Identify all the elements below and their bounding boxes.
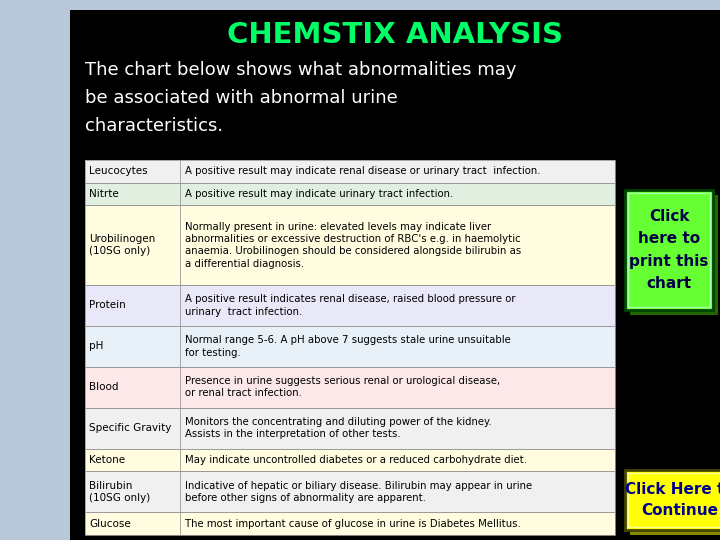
Text: A positive result may indicate urinary tract infection.: A positive result may indicate urinary t… (185, 189, 454, 199)
Text: Glucose: Glucose (89, 518, 131, 529)
Text: characteristics.: characteristics. (85, 117, 223, 135)
Text: pH: pH (89, 341, 104, 352)
Text: Bilirubin
(10SG only): Bilirubin (10SG only) (89, 481, 150, 503)
Bar (85, 160, 615, 183)
Text: A positive result indicates renal disease, raised blood pressure or
urinary  tra: A positive result indicates renal diseas… (185, 294, 516, 316)
Text: Nitrte: Nitrte (89, 189, 119, 199)
Text: Ketone: Ketone (89, 455, 125, 465)
Bar (85, 183, 615, 205)
Bar (85, 205, 615, 285)
Text: Indicative of hepatic or biliary disease. Bilirubin may appear in urine
before o: Indicative of hepatic or biliary disease… (185, 481, 532, 503)
Text: Specific Gravity: Specific Gravity (89, 423, 171, 433)
Bar (625, 190, 713, 310)
Bar (85, 367, 615, 408)
Text: Protein: Protein (89, 300, 126, 310)
Text: Monitors the concentrating and diluting power of the kidney.
Assists in the inte: Monitors the concentrating and diluting … (185, 417, 492, 440)
Bar (85, 408, 615, 449)
Bar (85, 160, 615, 183)
Text: be associated with abnormal urine: be associated with abnormal urine (85, 89, 397, 107)
Bar (625, 470, 720, 530)
Bar (85, 183, 615, 205)
Bar (630, 475, 720, 535)
Bar (85, 512, 615, 535)
Text: Click
here to
print this
chart: Click here to print this chart (629, 209, 708, 291)
Text: Normal range 5-6. A pH above 7 suggests stale urine unsuitable
for testing.: Normal range 5-6. A pH above 7 suggests … (185, 335, 510, 357)
Text: May indicate uncontrolled diabetes or a reduced carbohydrate diet.: May indicate uncontrolled diabetes or a … (185, 455, 527, 465)
Text: Click Here to
Continue: Click Here to Continue (625, 482, 720, 518)
Bar (85, 449, 615, 471)
Text: A positive result may indicate renal disease or urinary tract  infection.: A positive result may indicate renal dis… (185, 166, 541, 177)
Text: Blood: Blood (89, 382, 119, 392)
Text: Leucocytes: Leucocytes (89, 166, 148, 177)
Bar (85, 285, 615, 326)
Text: The chart below shows what abnormalities may: The chart below shows what abnormalities… (85, 61, 516, 79)
Bar (85, 471, 615, 512)
Bar (85, 326, 615, 367)
Bar (628, 193, 710, 307)
Bar (85, 205, 615, 285)
Text: Urobilinogen
(10SG only): Urobilinogen (10SG only) (89, 234, 156, 256)
Bar (85, 326, 615, 367)
Bar (85, 367, 615, 408)
Bar (628, 473, 720, 527)
Bar (85, 408, 615, 449)
Bar (85, 449, 615, 471)
Text: CHEMSTIX ANALYSIS: CHEMSTIX ANALYSIS (227, 21, 563, 49)
Text: Presence in urine suggests serious renal or urological disease,
or renal tract i: Presence in urine suggests serious renal… (185, 376, 500, 399)
Bar (85, 471, 615, 512)
Bar (85, 285, 615, 326)
Text: The most important cause of glucose in urine is Diabetes Mellitus.: The most important cause of glucose in u… (185, 518, 521, 529)
Text: Normally present in urine: elevated levels may indicate liver
abnormalities or e: Normally present in urine: elevated leve… (185, 221, 521, 269)
Bar (630, 195, 718, 315)
Bar (85, 512, 615, 535)
